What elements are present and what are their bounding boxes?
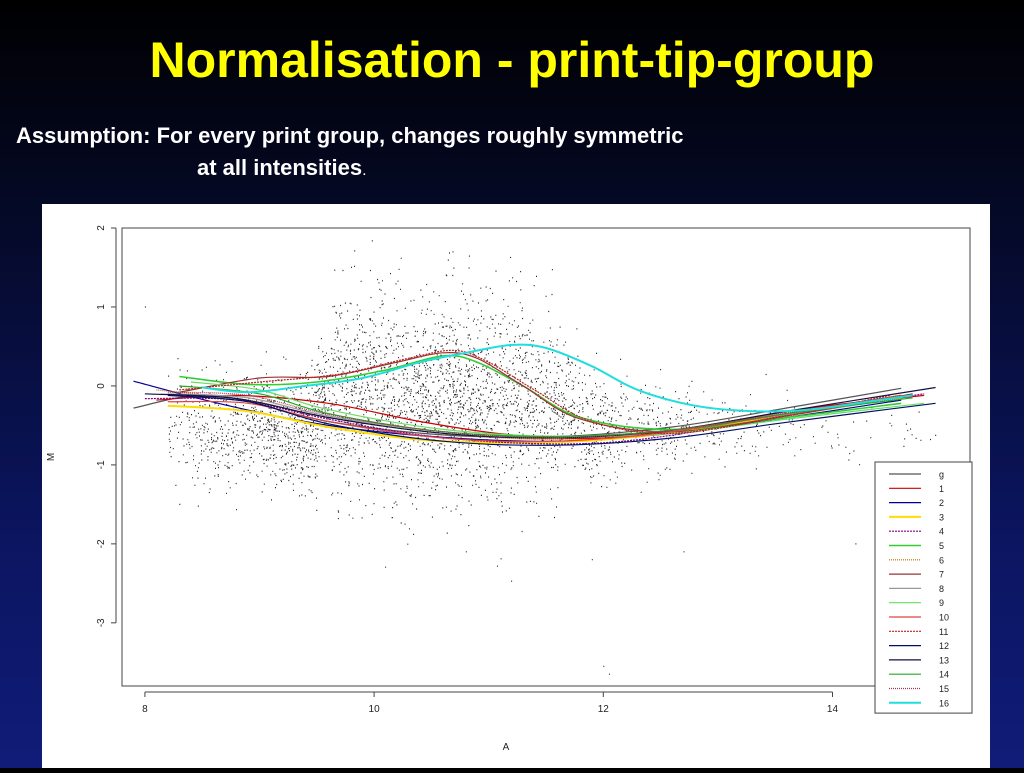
legend-label-14: 14: [939, 670, 949, 680]
curve-16: [202, 343, 913, 413]
y-axis-label: M: [46, 453, 57, 461]
curve-9: [190, 381, 925, 438]
legend-label-4: 4: [939, 527, 944, 537]
curve-11: [179, 349, 890, 434]
y-tick-label: 0: [96, 383, 107, 389]
legend-box: [874, 461, 973, 714]
legend-label-6: 6: [939, 555, 944, 565]
legend-label-5: 5: [939, 541, 944, 551]
slide-title: Normalisation - print-tip-group: [149, 32, 875, 88]
legend-label-2: 2: [939, 498, 944, 508]
legend-label-g: g: [939, 470, 944, 480]
legend-label-10: 10: [939, 613, 949, 623]
plot-panel: 8 10 12 14 -3 -2 -1 0 1 2 A M g 1 2 3 4 5 6 7 8 9 10 11 12 13 14 1…: [42, 204, 990, 768]
scatter-point-cloud: [144, 240, 937, 675]
plot-frame: [121, 227, 971, 687]
assumption-line-2: at all intensities: [197, 155, 363, 180]
assumption-line-1: For every print group, changes roughly s…: [156, 123, 684, 148]
legend-label-13: 13: [939, 655, 949, 665]
scatter-points: [144, 240, 937, 675]
legend-label-9: 9: [939, 598, 944, 608]
x-tick-label: 12: [598, 704, 610, 715]
legend-label-16: 16: [939, 698, 949, 708]
y-tick-label: -3: [96, 618, 107, 627]
assumption-period: .: [362, 162, 367, 179]
curve-12: [167, 394, 936, 446]
curve-14: [179, 385, 913, 438]
legend-label-15: 15: [939, 684, 949, 694]
legend-label-1: 1: [939, 484, 944, 494]
x-axis-label: A: [503, 742, 510, 753]
legend-label-3: 3: [939, 512, 944, 522]
curve-4: [144, 393, 925, 445]
legend-label-11: 11: [939, 627, 948, 637]
x-tick-label: 10: [369, 704, 381, 715]
y-tick-label: 1: [96, 304, 107, 310]
y-tick-label: -1: [96, 460, 107, 469]
loess-curves: [133, 343, 936, 446]
assumption-label: Assumption:: [16, 123, 151, 148]
y-tick-label: 2: [96, 225, 107, 231]
x-tick-label: 8: [142, 704, 148, 715]
legend-label-7: 7: [939, 570, 944, 580]
y-tick-label: -2: [96, 539, 107, 548]
assumption-row-2: at all intensities.: [16, 152, 683, 187]
x-tick-label: 14: [827, 704, 839, 715]
legend-label-12: 12: [939, 641, 949, 651]
assumption-row-1: Assumption: For every print group, chang…: [16, 120, 683, 152]
legend-label-8: 8: [939, 584, 944, 594]
assumption-text: Assumption: For every print group, chang…: [16, 120, 683, 187]
